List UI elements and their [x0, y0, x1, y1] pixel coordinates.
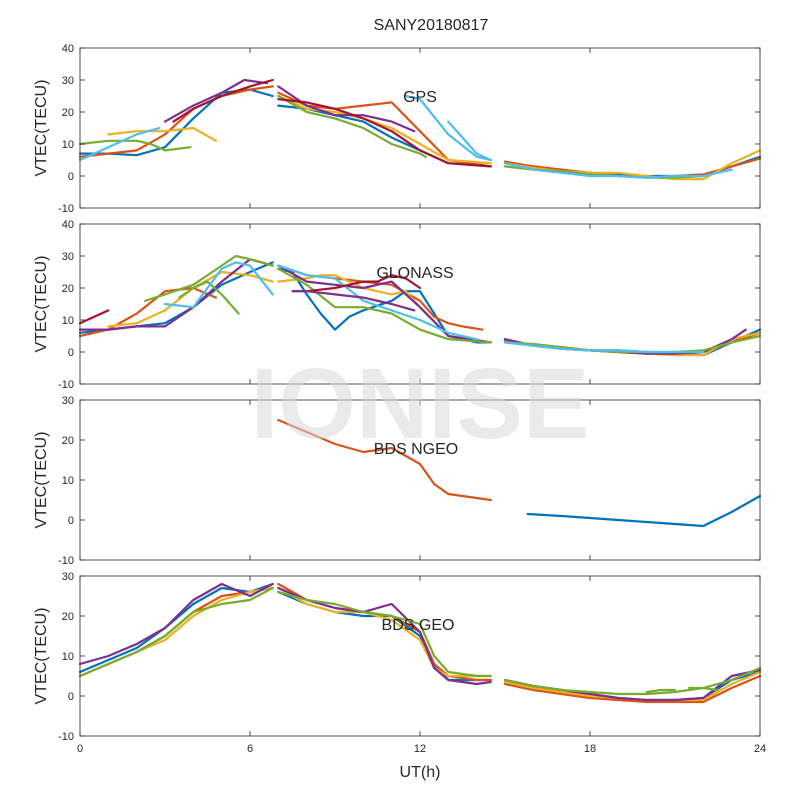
y-tick-label: 10 — [62, 475, 74, 487]
y-tick-label: 40 — [62, 219, 74, 231]
x-tick-label: 24 — [754, 743, 766, 755]
plot-area — [80, 224, 760, 384]
y-tick-label: 40 — [62, 43, 74, 55]
x-tick-label: 18 — [584, 743, 596, 755]
plot-area — [80, 400, 760, 560]
y-tick-label: -10 — [58, 203, 74, 215]
series-line-12 — [277, 94, 427, 158]
y-tick-label: 30 — [62, 571, 74, 583]
series-line-3 — [107, 126, 218, 142]
y-axis-label: VTEC(TECU) — [33, 608, 50, 705]
series-line-8 — [277, 586, 492, 678]
plot-area — [80, 48, 760, 208]
subplot-2: -10 0 10 20 30 40 VTEC(TECU) GLONASS — [33, 219, 762, 391]
y-tick-label: 10 — [62, 139, 74, 151]
series-line-15 — [503, 666, 762, 696]
series-line-4 — [78, 258, 274, 331]
series-line-6 — [78, 126, 161, 162]
y-tick-label: -10 — [58, 555, 74, 567]
y-tick-label: 30 — [62, 251, 74, 263]
y-tick-label: 0 — [68, 515, 74, 527]
y-tick-label: 0 — [68, 171, 74, 183]
series-line-10 — [277, 590, 492, 678]
x-tick-label: 12 — [414, 743, 426, 755]
y-axis-label: VTEC(TECU) — [33, 256, 50, 353]
y-tick-label: 30 — [62, 395, 74, 407]
series-line-13 — [404, 94, 492, 162]
x-axis-label: UT(h) — [400, 764, 441, 781]
watermark-text: IONISE — [251, 348, 590, 460]
series-line-5 — [144, 254, 274, 302]
subplot-title: BDS NGEO — [374, 441, 458, 458]
series-line-14 — [447, 120, 492, 162]
series-line-8 — [78, 309, 110, 325]
series-group — [78, 254, 762, 357]
figure-title: SANY20180817 — [374, 17, 489, 34]
series-line-6 — [178, 280, 240, 315]
y-tick-label: 20 — [62, 611, 74, 623]
y-tick-label: 10 — [62, 315, 74, 327]
series-line-5 — [78, 139, 192, 152]
y-tick-label: 30 — [62, 75, 74, 87]
x-tick-label: 0 — [77, 743, 83, 755]
y-tick-label: -10 — [58, 379, 74, 391]
series-line-20 — [503, 162, 733, 179]
series-line-16 — [291, 290, 416, 312]
series-line-4 — [163, 78, 269, 123]
y-tick-label: -10 — [58, 731, 74, 743]
series-group — [277, 418, 762, 528]
series-line-1 — [78, 582, 274, 674]
series-group — [78, 78, 762, 181]
y-tick-label: 0 — [68, 347, 74, 359]
series-line-17 — [688, 686, 719, 692]
y-tick-label: 10 — [62, 651, 74, 663]
series-line-2 — [78, 85, 274, 158]
y-tick-label: 0 — [68, 691, 74, 703]
series-line-10 — [277, 94, 492, 165]
y-tick-label: 20 — [62, 107, 74, 119]
series-line-7 — [172, 78, 274, 123]
subplot-1: -10 0 10 20 30 40 VTEC(TECU) GPS — [33, 43, 762, 215]
subplot-3: -10 0 10 20 30 VTEC(TECU) BDS NGEO — [33, 395, 762, 567]
y-tick-label: 20 — [62, 283, 74, 295]
series-line-7 — [163, 261, 274, 309]
series-line-15 — [277, 98, 492, 168]
series-line-14 — [277, 264, 478, 341]
subplot-title: BDS GEO — [382, 617, 455, 634]
y-tick-label: 20 — [62, 435, 74, 447]
subplot-title: GPS — [403, 89, 437, 106]
series-line-2 — [526, 494, 762, 528]
series-line-1 — [277, 418, 492, 502]
x-tick-label: 6 — [247, 743, 253, 755]
series-line-13 — [277, 267, 492, 344]
subplot-title: GLONASS — [376, 265, 453, 282]
series-line-12 — [503, 674, 762, 704]
y-axis-label: VTEC(TECU) — [33, 432, 50, 529]
series-group — [78, 582, 762, 704]
series-line-9 — [277, 586, 492, 686]
series-line-4 — [78, 582, 274, 666]
series-line-16 — [645, 688, 677, 694]
series-line-5 — [78, 586, 274, 678]
y-axis-label: VTEC(TECU) — [33, 80, 50, 177]
series-line-22 — [503, 341, 705, 354]
plot-area — [80, 576, 760, 736]
